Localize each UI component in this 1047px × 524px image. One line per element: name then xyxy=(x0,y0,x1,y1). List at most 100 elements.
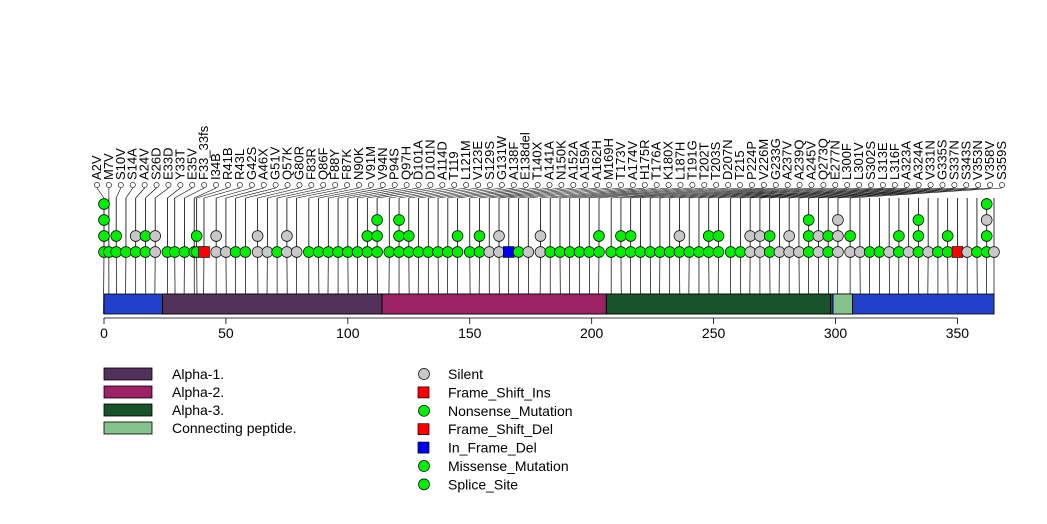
label-leader xyxy=(194,187,217,199)
label-leader xyxy=(155,187,169,199)
mutation-point-silent xyxy=(812,230,825,242)
label-leader xyxy=(196,187,229,199)
label-leader xyxy=(267,187,312,199)
mutation-point-missense_mutation xyxy=(168,246,181,258)
label-anchor xyxy=(129,182,136,188)
label-anchor xyxy=(558,182,565,188)
label-anchor xyxy=(487,182,493,188)
mutation-label: E138del xyxy=(518,132,533,180)
mutation-label: V226M xyxy=(756,139,771,180)
mutation-label: F33_33fs xyxy=(196,125,211,180)
type-legend-label: Missense_Mutation xyxy=(448,458,569,474)
label-anchor xyxy=(975,182,982,188)
type-legend-label: Nonsense_Mutation xyxy=(448,403,573,419)
label-leader xyxy=(669,187,788,199)
mutation-label: L316F xyxy=(887,143,902,180)
label-leader xyxy=(203,187,240,199)
mutation-point-silent xyxy=(534,230,547,242)
mutation-point-missense_mutation xyxy=(190,230,203,242)
mutation-point-missense_mutation xyxy=(683,246,695,258)
mutation-point-missense_mutation xyxy=(303,246,315,258)
label-anchor xyxy=(844,182,851,188)
mutation-point-missense_mutation xyxy=(971,246,983,258)
mutation-label: A141A xyxy=(542,141,557,180)
label-leader xyxy=(508,187,598,199)
label-anchor xyxy=(987,182,993,188)
mutation-point-silent xyxy=(129,230,142,242)
mutation-labels: A2VM7VS10VS14AA24VS26DE33DY33TE35VF33_33… xyxy=(89,125,1009,180)
mutation-point-missense_mutation xyxy=(802,230,815,242)
mutation-point-missense_mutation xyxy=(712,230,725,242)
mutation-point-silent xyxy=(493,246,505,258)
mutation-point-silent xyxy=(783,230,795,242)
mutation-point-missense_mutation xyxy=(312,246,325,258)
type-legend-swatch xyxy=(418,404,430,417)
mutation-point-silent xyxy=(754,246,766,258)
mutation-point-silent xyxy=(220,246,232,258)
mutation-point-missense_mutation xyxy=(644,246,656,258)
mutation-label: A2V xyxy=(89,155,104,180)
type-legend-swatch xyxy=(417,423,430,436)
label-anchor xyxy=(713,182,720,188)
label-leader xyxy=(589,187,693,199)
mutation-point-missense_mutation xyxy=(593,246,605,258)
mutation-point-silent xyxy=(754,230,766,242)
domain-3 xyxy=(605,293,832,315)
axis-tick-label: 100 xyxy=(336,325,360,341)
mutation-point-missense_mutation xyxy=(912,214,925,226)
mutation-point-missense_mutation xyxy=(802,214,815,226)
mutation-point-missense_mutation xyxy=(844,230,856,242)
mutation-label: D207N xyxy=(720,140,735,180)
label-leader xyxy=(598,187,705,199)
mutation-point-in_frame_del xyxy=(503,246,515,258)
mutation-label: M169H xyxy=(601,138,616,180)
mutation-points xyxy=(98,198,1000,258)
domain-legend-label: Alpha-1. xyxy=(172,366,224,382)
label-leader xyxy=(818,187,967,199)
mutation-point-missense_mutation xyxy=(634,246,647,258)
mutation-point-silent xyxy=(988,246,1000,258)
label-leader xyxy=(579,187,681,199)
label-anchor xyxy=(749,182,755,188)
type-legend-swatch xyxy=(418,368,430,380)
mutation-point-missense_mutation xyxy=(322,246,335,258)
label-leader xyxy=(428,187,502,199)
label-anchor xyxy=(880,182,886,188)
mutation-point-missense_mutation xyxy=(110,246,122,258)
mutation-point-silent xyxy=(149,230,161,242)
axis-tick-label: 300 xyxy=(824,325,848,341)
mutation-point-missense_mutation xyxy=(693,246,705,258)
mutation-label: L301V xyxy=(851,142,866,180)
mutation-point-silent xyxy=(812,246,825,258)
label-leader xyxy=(96,187,105,199)
label-anchor xyxy=(606,182,612,188)
label-anchor xyxy=(653,182,660,188)
mutation-label: V91M xyxy=(363,146,378,180)
mutation-point-missense_mutation xyxy=(442,246,454,258)
mutation-label: K180X xyxy=(661,141,676,180)
label-anchor xyxy=(760,182,767,188)
label-leader xyxy=(418,187,491,199)
mutation-point-silent xyxy=(483,246,496,258)
label-anchor xyxy=(272,182,279,188)
mutation-point-silent xyxy=(673,230,686,242)
mutation-label: S129S xyxy=(482,141,497,180)
label-anchor xyxy=(939,182,946,188)
mutation-point-silent xyxy=(210,230,222,242)
label-anchor xyxy=(236,182,243,188)
label-anchor xyxy=(356,182,362,188)
domain-legend-swatch xyxy=(103,367,153,381)
mutation-point-silent xyxy=(783,246,795,258)
mutation-stems xyxy=(103,198,995,252)
label-leader xyxy=(245,187,288,199)
label-anchor xyxy=(618,182,624,188)
mutation-label: G131W xyxy=(494,135,509,180)
mutation-label: A174V xyxy=(625,141,640,180)
label-leader xyxy=(225,187,264,199)
mutation-label: F88Y xyxy=(327,149,342,180)
mutation-label: S337N xyxy=(946,140,961,180)
label-anchor xyxy=(832,182,839,188)
mutation-point-missense_mutation xyxy=(712,246,725,258)
label-leader xyxy=(837,187,991,199)
mutation-label: Q273Q xyxy=(815,138,830,180)
